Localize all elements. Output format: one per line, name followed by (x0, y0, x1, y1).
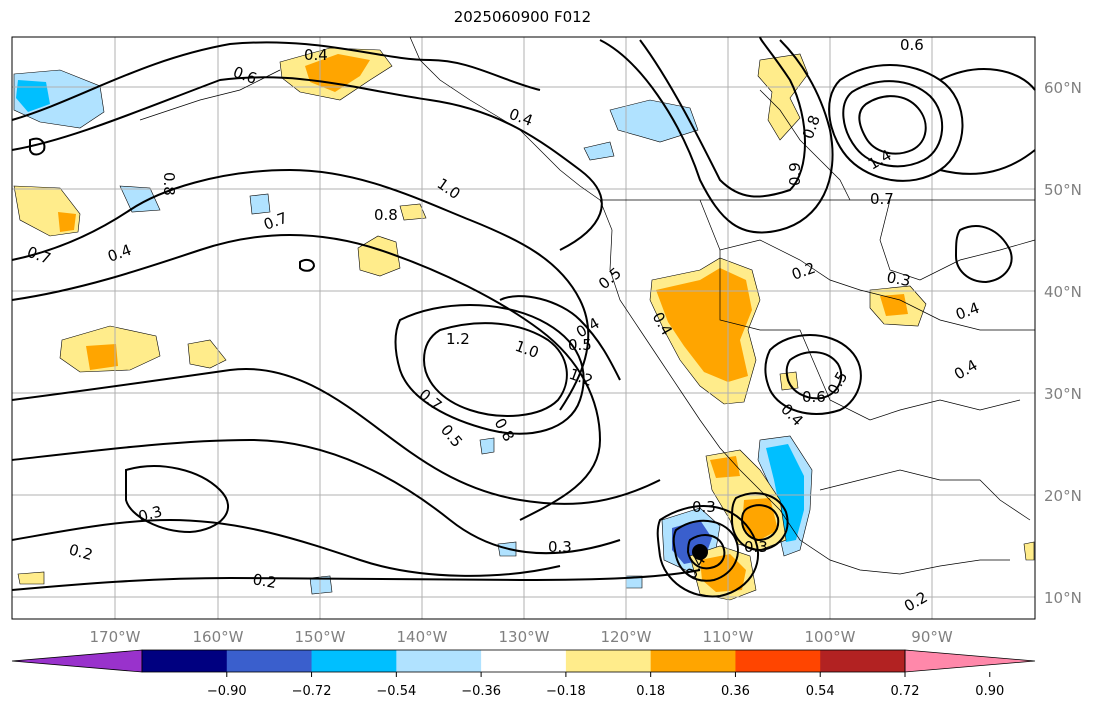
colorbar-bin (481, 650, 567, 672)
storm-center-marker (692, 544, 708, 560)
lon-axis: 170°W 160°W 150°W 140°W 130°W 120°W 110°… (90, 628, 953, 646)
contour-label: 0.2 (901, 588, 931, 616)
colorbar-tick-label: −0.54 (376, 684, 416, 699)
negative-patch-core (16, 80, 50, 112)
contour-label: 0.4 (304, 46, 328, 64)
map-title: 2025060900 F012 (453, 8, 592, 26)
lon-tick-label: 90°W (911, 628, 953, 646)
contour-label: 0.4 (507, 105, 536, 130)
negative-patch (609, 99, 699, 143)
contour-label: 0.3 (744, 538, 768, 556)
contour-label: 0.5 (568, 336, 592, 354)
contour-label: 1.2 (567, 365, 596, 390)
contour-label: 0.5 (595, 264, 625, 293)
colorbar-bin (396, 650, 482, 672)
lat-axis: 60°N 50°N 40°N 30°N 20°N 10°N (1044, 79, 1082, 607)
colorbar-bin (820, 650, 906, 672)
colorbar: −0.90 −0.72 −0.54 −0.36 −0.18 0.18 0.36 0.54 0.7… (11, 649, 1036, 699)
colorbar-tick-label: −0.72 (292, 684, 332, 699)
lon-tick-label: 140°W (397, 628, 448, 646)
lon-tick-label: 160°W (193, 628, 244, 646)
colorbar-bin (650, 650, 736, 672)
lat-tick-label: 30°N (1044, 385, 1082, 403)
colorbar-tick-label: −0.18 (546, 684, 586, 699)
negative-patch (583, 141, 615, 161)
contour-label: 0.2 (251, 570, 278, 592)
colorbar-tick-label: 0.72 (891, 684, 920, 699)
lon-tick-label: 170°W (90, 628, 141, 646)
positive-patch (757, 53, 809, 141)
colorbar-tick-label: 0.18 (636, 684, 665, 699)
positive-patch (357, 235, 401, 277)
positive-patch (1023, 541, 1035, 561)
negative-patch (479, 437, 495, 455)
contour-label: 1.2 (446, 330, 470, 348)
positive-patch-core (86, 344, 118, 370)
colorbar-bin (311, 650, 397, 672)
lon-tick-label: 130°W (499, 628, 550, 646)
contour-label: 0.6 (802, 388, 826, 406)
positive-patch (187, 339, 227, 369)
positive-patch (399, 203, 427, 221)
colorbar-tick-label: 0.36 (721, 684, 750, 699)
contour-label: 0.8 (491, 415, 519, 445)
contour-label: 0.6 (231, 63, 260, 88)
colorbar-bin (735, 650, 821, 672)
contour-label: 0.4 (951, 356, 981, 384)
contour-label: 0.5 (437, 421, 466, 451)
contour-label: 0.9 (786, 162, 804, 186)
contour-label: 0.7 (415, 385, 445, 414)
contour-label: 1.0 (434, 175, 464, 203)
positive-patch-core (58, 212, 76, 232)
contour-label: 0.6 (900, 36, 924, 54)
lat-tick-label: 40°N (1044, 283, 1082, 301)
lon-tick-label: 150°W (295, 628, 346, 646)
negative-patch (249, 193, 271, 215)
contour-label: 0.3 (136, 502, 164, 526)
colorbar-tick-label: −0.36 (461, 684, 501, 699)
positive-patch (17, 571, 45, 585)
map-frame (11, 36, 1036, 620)
colorbar-tick-label: −0.90 (207, 684, 247, 699)
contour-label: 0.3 (692, 498, 716, 516)
colorbar-bin (565, 650, 652, 672)
colorbar-tick-label: 0.90 (975, 684, 1004, 699)
lon-tick-label: 110°W (703, 628, 754, 646)
lon-tick-label: 120°W (601, 628, 652, 646)
lat-tick-label: 60°N (1044, 79, 1082, 97)
lon-tick-label: 100°W (805, 628, 856, 646)
colorbar-extension-min (11, 649, 143, 673)
contour-label: 0.8 (374, 206, 398, 224)
colorbar-extension-max (904, 649, 1036, 673)
colorbar-bin (142, 650, 228, 672)
contour-label: 0.7 (25, 243, 54, 268)
contour-label: 0.3 (885, 268, 912, 290)
contour-lines (11, 36, 1036, 598)
positive-patch-core (880, 294, 908, 316)
contour-label: 1.4 (865, 146, 895, 174)
colorbar-frame (141, 649, 906, 673)
negative-patch (119, 185, 161, 213)
lat-tick-label: 10°N (1044, 589, 1082, 607)
contour-label: 0.8 (160, 172, 178, 196)
colorbar-bin (226, 650, 313, 672)
contour-label: 0.7 (870, 190, 894, 208)
contour-label: 0.5 (824, 368, 852, 398)
colorbar-tick-label: 0.54 (806, 684, 835, 699)
lat-tick-label: 20°N (1044, 487, 1082, 505)
negative-patch (309, 575, 333, 595)
negative-patch-core (766, 444, 804, 542)
contour-label: 0.4 (105, 241, 134, 266)
contour-label: 0.2 (67, 540, 95, 564)
contour-label: 0.3 (548, 538, 572, 556)
contour-label: 0.2 (789, 259, 818, 284)
lat-tick-label: 50°N (1044, 181, 1082, 199)
contour-label: 0.4 (953, 299, 982, 324)
contour-label: 1.0 (513, 337, 542, 362)
